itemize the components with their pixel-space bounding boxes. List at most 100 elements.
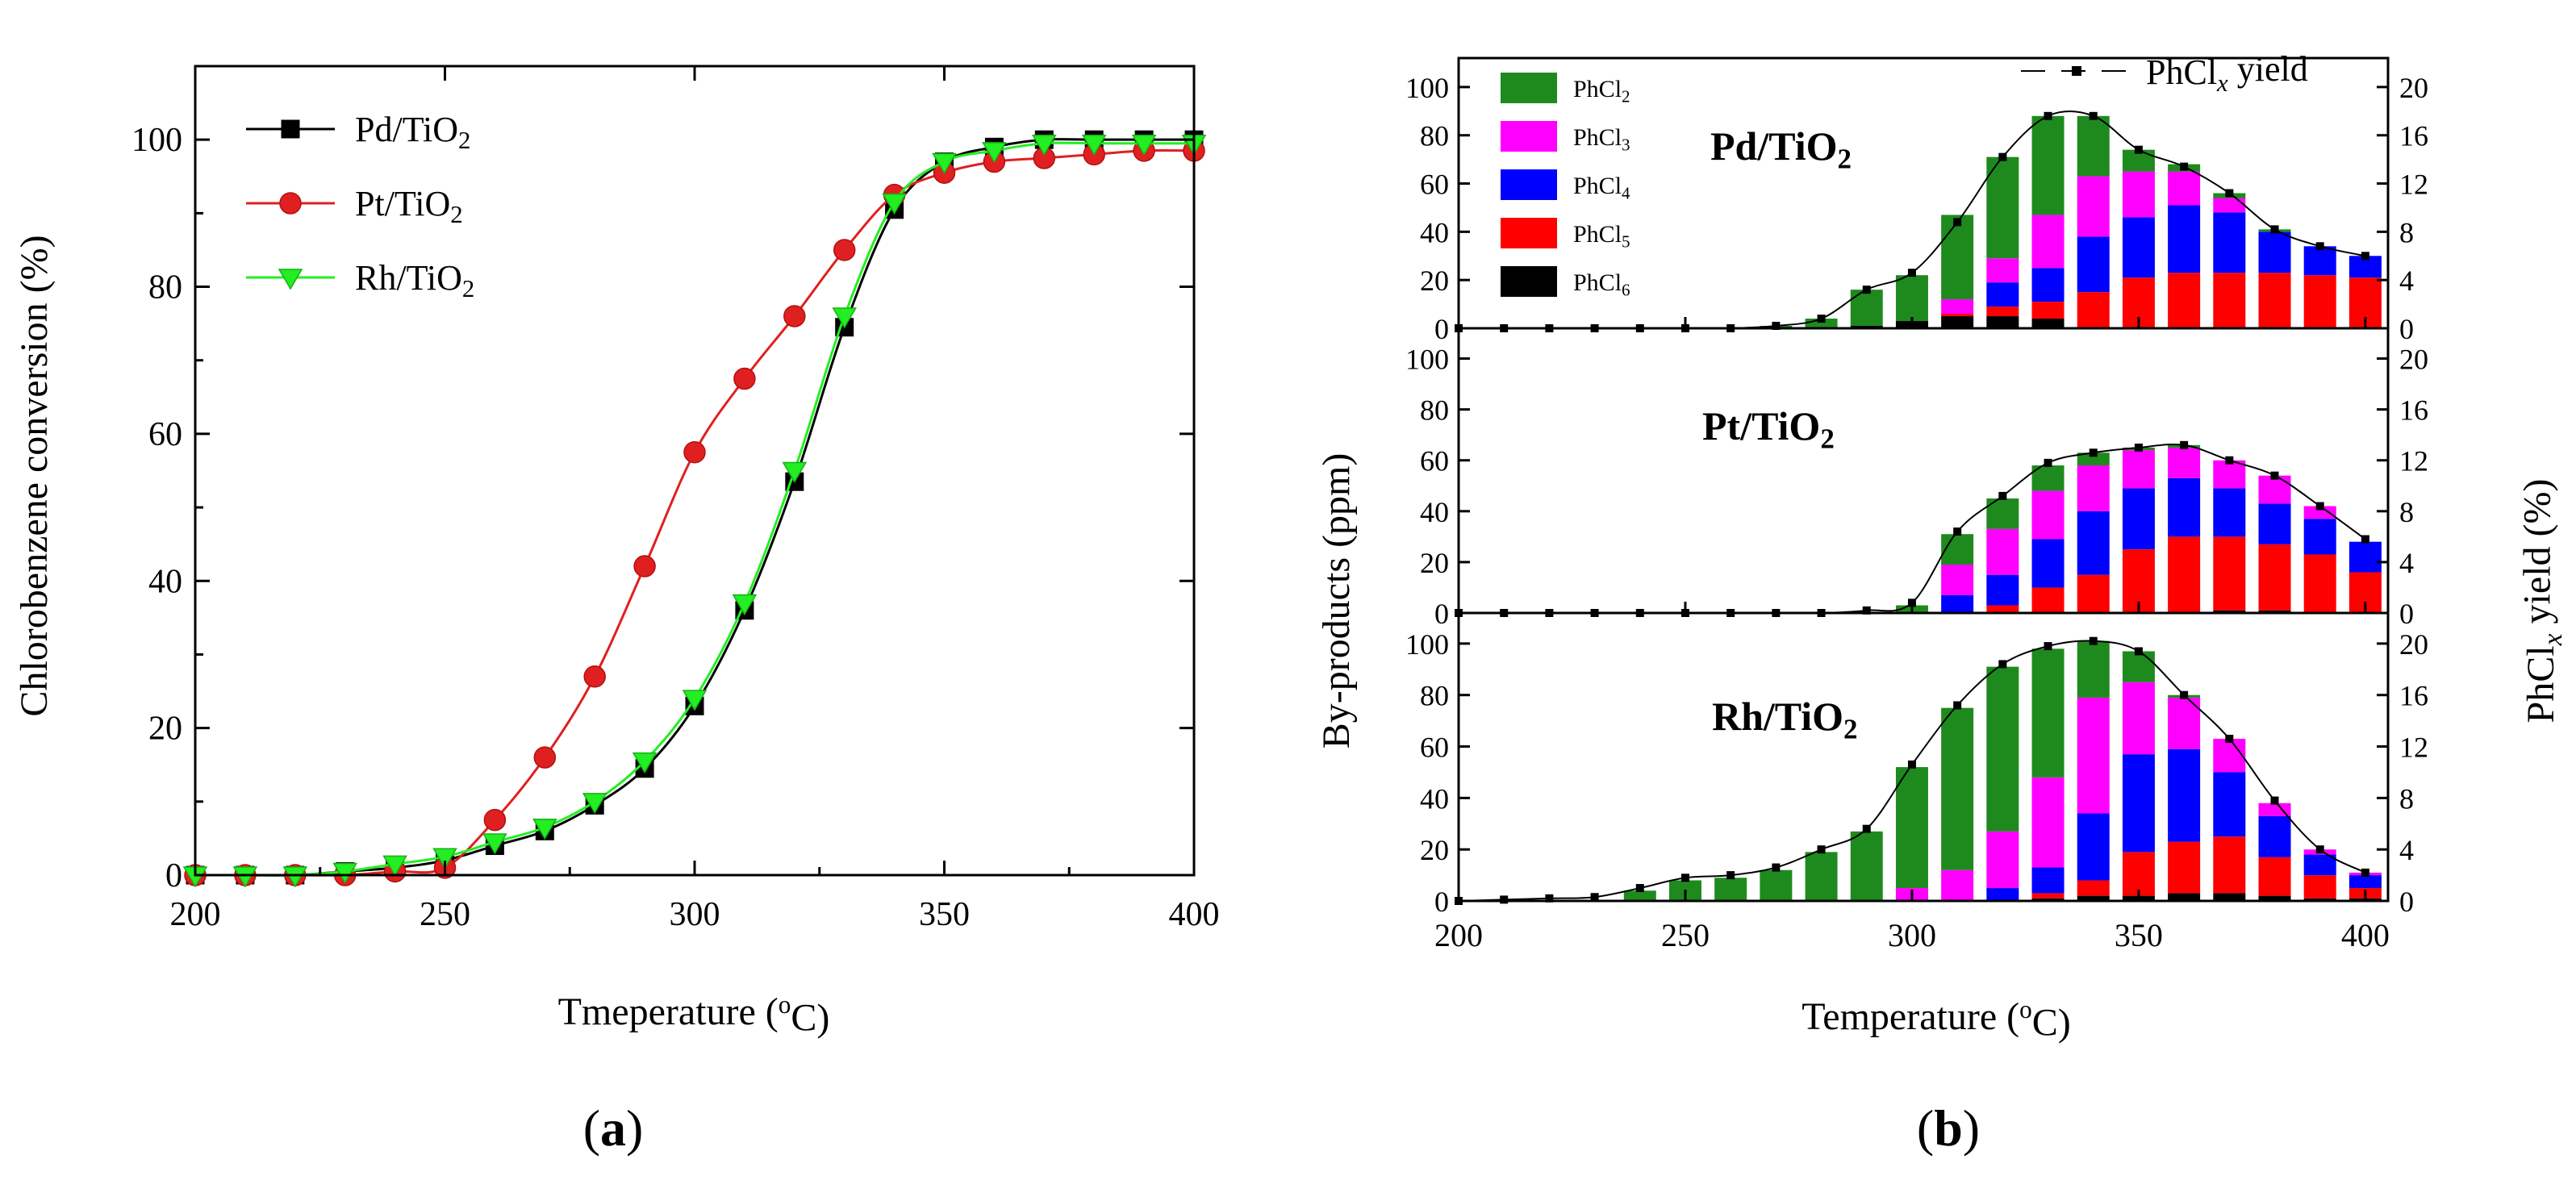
panel-a-data-point — [782, 461, 808, 483]
panel-a-x-tick-label: 200 — [170, 896, 221, 933]
panel-b-bar-segment-phcl2 — [1895, 275, 1928, 322]
panel-b-yield-point — [2134, 145, 2143, 154]
panel-b-yield-point — [2270, 796, 2279, 805]
panel-b-bar-segment-phcl4 — [2077, 511, 2110, 575]
panel-b-bar-segment-phcl6 — [1941, 316, 1974, 328]
panel-b-x-tick-label: 350 — [2115, 917, 2163, 953]
panel-b-yield-point — [1862, 824, 1871, 833]
panel-a-x-tick-label: 250 — [420, 896, 470, 933]
panel-b-yield-point — [1998, 152, 2007, 161]
panel-b-bar-segment-phcl2 — [1941, 534, 1974, 565]
panel-a-data-point — [1131, 134, 1157, 156]
panel-a-data-point — [232, 866, 258, 888]
panel-b-bar-segment-phcl4 — [1986, 888, 2019, 901]
panel-b-bar-segment-phcl3 — [2122, 171, 2155, 218]
panel-a-y-axis-label: Chlorobenzene conversion (%) — [13, 235, 56, 716]
panel-a-data-point — [732, 594, 758, 616]
panel-a-data-point — [282, 866, 308, 888]
panel-b-bar-segment-phcl3 — [2303, 506, 2336, 519]
panel-a-data-point — [783, 305, 806, 327]
panel-b-yield-point — [1862, 286, 1871, 294]
panel-a-data-point — [382, 855, 407, 877]
panel-b-bar-segment-phcl5 — [2168, 536, 2201, 613]
panel-b-chart: 0204060801000481216200204060801000481216… — [1315, 49, 2568, 1044]
panel-a-data-point — [582, 793, 607, 815]
panel-b-bar-segment-phcl5 — [2258, 273, 2291, 328]
panel-a-x-tick-label: 400 — [1169, 896, 1220, 933]
panel-b-bar-segment-phcl6 — [2213, 893, 2246, 901]
panel-b-legend-label: PhCl2 — [1573, 76, 1630, 106]
panel-b-bar-segment-phcl5 — [2303, 875, 2336, 899]
panel-b-bar-segment-phcl5 — [2122, 852, 2155, 896]
panel-b-yield-point — [2044, 458, 2052, 467]
panel-b-yield-point — [1907, 269, 1916, 277]
panel-b-bar-segment-phcl3 — [1986, 528, 2019, 575]
panel-b-bar-segment-phcl4 — [2303, 246, 2336, 276]
panel-b-bar-segment-phcl4 — [2213, 212, 2246, 273]
panel-b-rh-bars — [1623, 640, 2382, 901]
panel-b-bar-segment-phcl3 — [2213, 738, 2246, 773]
panel-b-yield-point — [1772, 322, 1781, 331]
panel-b-bar-segment-phcl5 — [1941, 314, 1974, 317]
panel-a-plot-frame — [194, 65, 1196, 877]
panel-b-bar-segment-phcl3 — [2213, 460, 2246, 489]
panel-b-bar-segment-phcl5 — [2258, 857, 2291, 896]
panel-b-yield-point — [2225, 456, 2234, 465]
panel-b-yield-point — [1545, 894, 1554, 903]
panel-b-pt-bars — [1895, 444, 2382, 613]
panel-b-yield-point — [1500, 895, 1509, 904]
panel-b-legend-yield-marker — [2072, 66, 2081, 76]
panel-b-bar-segment-phcl6 — [1986, 316, 2019, 328]
panel-b-legend-label: PhCl3 — [1573, 124, 1630, 154]
panel-a-legend: Pd/TiO2 Pt/TiO2 Rh/TiO2 — [246, 110, 474, 302]
panel-b-y-tick-label: 100 — [1405, 344, 1449, 376]
panel-b-catalyst-label: Pt/TiO2 — [1702, 403, 1835, 455]
panel-b-right-y-tick-label: 4 — [2399, 834, 2414, 866]
panel-b-yield-point — [2089, 448, 2098, 457]
panel-b-bar-segment-phcl6 — [2077, 895, 2110, 901]
panel-b-yield-point — [2044, 111, 2052, 120]
panel-b-right-y-tick-label: 8 — [2399, 216, 2414, 248]
panel-b-bar-segment-phcl3 — [1941, 869, 1974, 901]
panel-a-legend-label: Pt/TiO2 — [355, 184, 463, 228]
panel-a-series-line — [195, 149, 1195, 877]
panel-b-y-tick-label: 20 — [1420, 265, 1449, 297]
panel-a-legend-label: Rh/TiO2 — [355, 258, 474, 302]
panel-a-data-point — [932, 152, 957, 175]
panel-b-bar-segment-phcl3 — [2077, 176, 2110, 237]
panel-b-yield-point — [1953, 701, 1962, 710]
panel-b-bar-segment-phcl4 — [2213, 772, 2246, 837]
panel-a-legend-marker — [279, 192, 302, 215]
panel-b-bar-segment-phcl4 — [1986, 574, 2019, 606]
panel-b-y-tick-label: 40 — [1420, 216, 1449, 248]
panel-b-yield-point — [2270, 471, 2279, 480]
panel-b-pt-frame — [1457, 327, 2390, 615]
panel-b-bar-segment-phcl6 — [2031, 898, 2065, 901]
panel-b-yield-point — [2134, 443, 2143, 452]
panel-b-rh-yield-line — [1455, 636, 2369, 905]
panel-b-yield-point — [2180, 440, 2189, 449]
panel-b-bar-segment-phcl2 — [1805, 852, 1838, 901]
panel-b-bar-segment-phcl4 — [2258, 503, 2291, 544]
panel-b-rh-frame — [1457, 611, 2390, 903]
panel-a-data-point — [832, 307, 858, 329]
panel-b-bar-segment-phcl4 — [2213, 488, 2246, 537]
panel-b-bar-segment-phcl3 — [2168, 697, 2201, 749]
panel-b-bar-segment-phcl6 — [2031, 319, 2065, 328]
panel-a-chart: 200 250 300 350 400 0 20 40 60 80 100 Pd/TiO2 Pt/Ti… — [13, 65, 1220, 1040]
panel-b-bar-segment-phcl4 — [2122, 217, 2155, 278]
panel-b-bar-segment-phcl3 — [2168, 171, 2201, 206]
panel-b-bar-segment-phcl2 — [1941, 707, 1974, 870]
panel-b-bar-segment-phcl2 — [1850, 290, 1883, 327]
panel-b-bar-segment-phcl4 — [2258, 815, 2291, 857]
panel-b-y-tick-label: 60 — [1420, 732, 1449, 764]
panel-b-bar-segment-phcl5 — [2303, 275, 2336, 328]
panel-b-bar-segment-phcl2 — [1986, 156, 2019, 259]
panel-b-x-tick-label: 200 — [1434, 917, 1483, 953]
panel-b-bar-segment-phcl4 — [2122, 488, 2155, 550]
panel-b-bar-segment-phcl4 — [2348, 541, 2382, 573]
panel-a-y-tick-label: 100 — [132, 122, 182, 159]
panel-b-bar-segment-phcl5 — [2031, 302, 2065, 319]
panel-b-y-tick-label: 100 — [1405, 628, 1449, 661]
panel-b-bar-segment-phcl3 — [2031, 215, 2065, 269]
